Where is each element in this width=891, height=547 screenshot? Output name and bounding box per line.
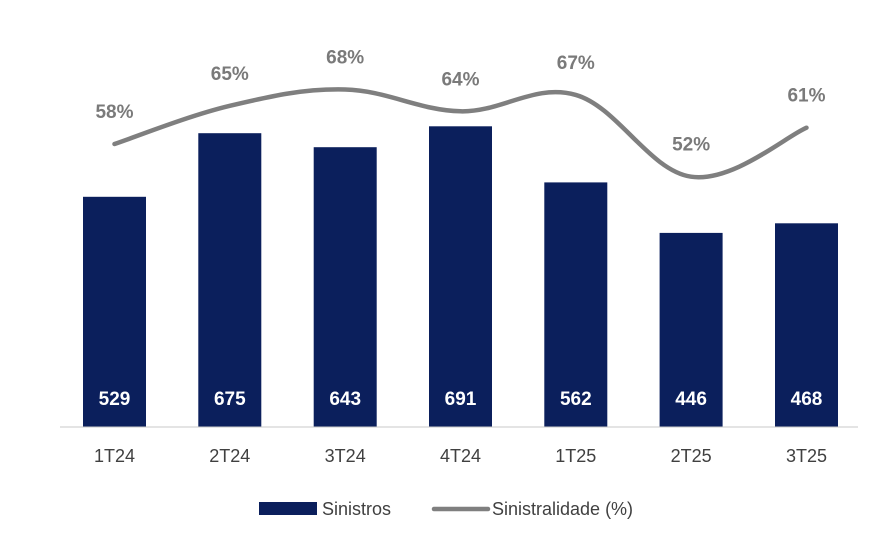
bar-value-label-4T24: 691 xyxy=(445,389,477,410)
bar-1T24 xyxy=(83,196,146,427)
sinistralidade-line xyxy=(112,87,809,180)
bar-value-label-2T24: 675 xyxy=(214,389,246,410)
bar-value-label-3T25: 468 xyxy=(791,389,823,410)
bar-value-label-3T24: 643 xyxy=(329,389,361,410)
bar-labels-group: 529 675 643 691 562 446 468 xyxy=(99,389,823,410)
line-value-label-3T25: 61% xyxy=(787,86,825,107)
bar-4T24 xyxy=(429,126,492,428)
legend-label-sinistros: Sinistros xyxy=(322,499,391,519)
bar-value-label-1T24: 529 xyxy=(99,389,131,410)
x-tick-label-3T24: 3T24 xyxy=(325,446,366,466)
line-value-label-2T25: 52% xyxy=(672,135,710,156)
line-value-label-1T24: 58% xyxy=(95,102,133,123)
legend-label-sinistralidade: Sinistralidade (%) xyxy=(492,499,633,519)
x-tick-label-4T24: 4T24 xyxy=(440,446,481,466)
bar-2T24 xyxy=(198,133,262,427)
legend-swatch-sinistros xyxy=(259,502,317,515)
bar-3T24 xyxy=(313,147,377,427)
line-labels-group: 58% 65% 68% 64% 67% 52% 61% xyxy=(95,48,825,156)
x-tick-label-3T25: 3T25 xyxy=(786,446,827,466)
legend: Sinistros Sinistralidade (%) xyxy=(259,499,633,519)
bar-2T25 xyxy=(659,232,723,427)
line-value-label-2T24: 65% xyxy=(211,64,249,85)
x-tick-label-1T24: 1T24 xyxy=(94,446,135,466)
bar-1T25 xyxy=(544,182,608,427)
line-value-label-3T24: 68% xyxy=(326,48,364,69)
bar-value-label-1T25: 562 xyxy=(560,389,592,410)
x-tick-labels-group: 1T24 2T24 3T24 4T24 1T25 2T25 3T25 xyxy=(94,446,827,466)
bar-value-label-2T25: 446 xyxy=(675,389,707,410)
bar-3T25 xyxy=(775,223,838,427)
line-value-label-1T25: 67% xyxy=(557,53,595,74)
x-tick-label-2T25: 2T25 xyxy=(671,446,712,466)
bars-group xyxy=(83,126,838,428)
x-tick-label-1T25: 1T25 xyxy=(555,446,596,466)
line-value-label-4T24: 64% xyxy=(441,69,479,90)
x-tick-label-2T24: 2T24 xyxy=(209,446,250,466)
